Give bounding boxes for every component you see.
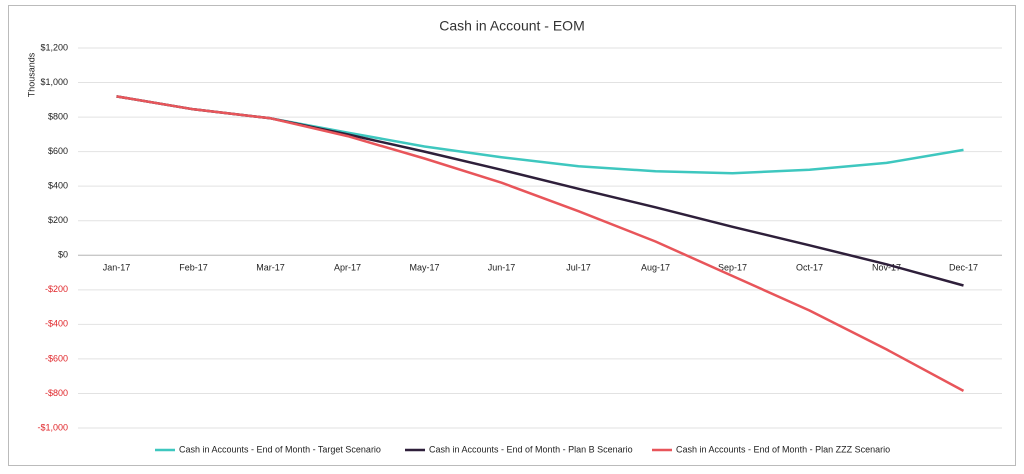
x-tick-label: Sep-17 bbox=[718, 263, 747, 273]
y-tick-label: $600 bbox=[48, 146, 68, 156]
y-axis-label: Thousands bbox=[26, 52, 36, 97]
series-line bbox=[116, 95, 965, 393]
y-tick-label: -$1,000 bbox=[37, 422, 68, 432]
y-tick-label: -$200 bbox=[45, 284, 68, 294]
y-tick-label: -$400 bbox=[45, 319, 68, 329]
y-tick-label: $1,200 bbox=[40, 42, 68, 52]
y-tick-label: $800 bbox=[48, 111, 68, 121]
x-tick-label: Apr-17 bbox=[334, 263, 361, 273]
chart-border bbox=[8, 5, 1016, 466]
x-tick-label: Feb-17 bbox=[179, 263, 208, 273]
y-tick-label: $200 bbox=[48, 215, 68, 225]
x-tick-label: Mar-17 bbox=[256, 263, 285, 273]
y-tick-label: -$600 bbox=[45, 353, 68, 363]
legend-label: Cash in Accounts - End of Month - Target… bbox=[179, 444, 381, 454]
y-tick-label: $1,000 bbox=[40, 77, 68, 87]
x-tick-label: Aug-17 bbox=[641, 263, 670, 273]
x-tick-label: Oct-17 bbox=[796, 263, 823, 273]
x-tick-label: Dec-17 bbox=[949, 263, 978, 273]
y-tick-label: $0 bbox=[58, 250, 68, 260]
x-tick-label: Jun-17 bbox=[488, 263, 516, 273]
legend-label: Cash in Accounts - End of Month - Plan B… bbox=[429, 444, 633, 454]
y-tick-label: -$800 bbox=[45, 388, 68, 398]
y-tick-label: $400 bbox=[48, 181, 68, 191]
x-tick-label: Nov-17 bbox=[872, 263, 901, 273]
chart-title: Cash in Account - EOM bbox=[439, 18, 585, 34]
x-tick-label: May-17 bbox=[409, 263, 439, 273]
x-tick-label: Jul-17 bbox=[566, 263, 591, 273]
legend-label: Cash in Accounts - End of Month - Plan Z… bbox=[676, 444, 890, 454]
x-tick-label: Jan-17 bbox=[103, 263, 131, 273]
